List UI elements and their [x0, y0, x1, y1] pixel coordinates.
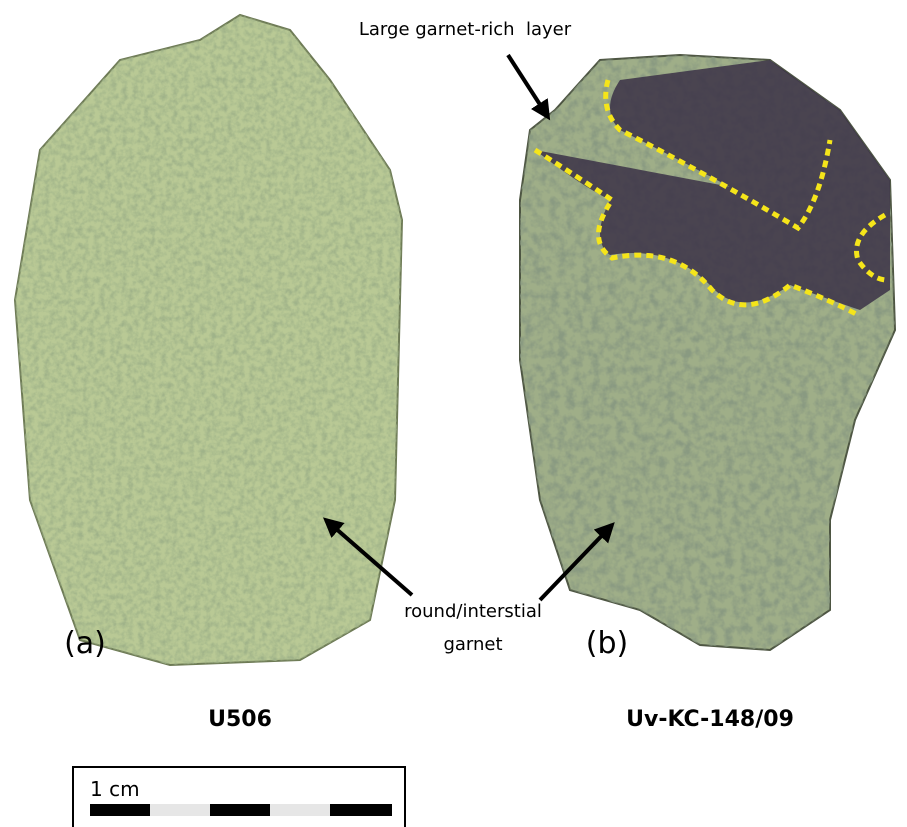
rock-a [15, 15, 402, 665]
arrow [508, 55, 548, 117]
sample-name: U506 [208, 707, 272, 732]
annotation: garnet [443, 634, 502, 655]
scale-bar: 1 cm [73, 767, 405, 827]
annotation: round/interstial [404, 601, 542, 622]
scale-label: 1 cm [90, 777, 140, 801]
sample-name: Uv-KC-148/09 [626, 707, 794, 732]
panel-label: (b) [586, 626, 628, 661]
annotation: Large garnet-rich layer [359, 19, 572, 40]
page: {"annotations": {"top": "Large garnet-ri… [0, 0, 907, 827]
panel-label: (a) [64, 626, 106, 661]
figure: Large garnet-rich layer round/interstial… [0, 0, 907, 827]
